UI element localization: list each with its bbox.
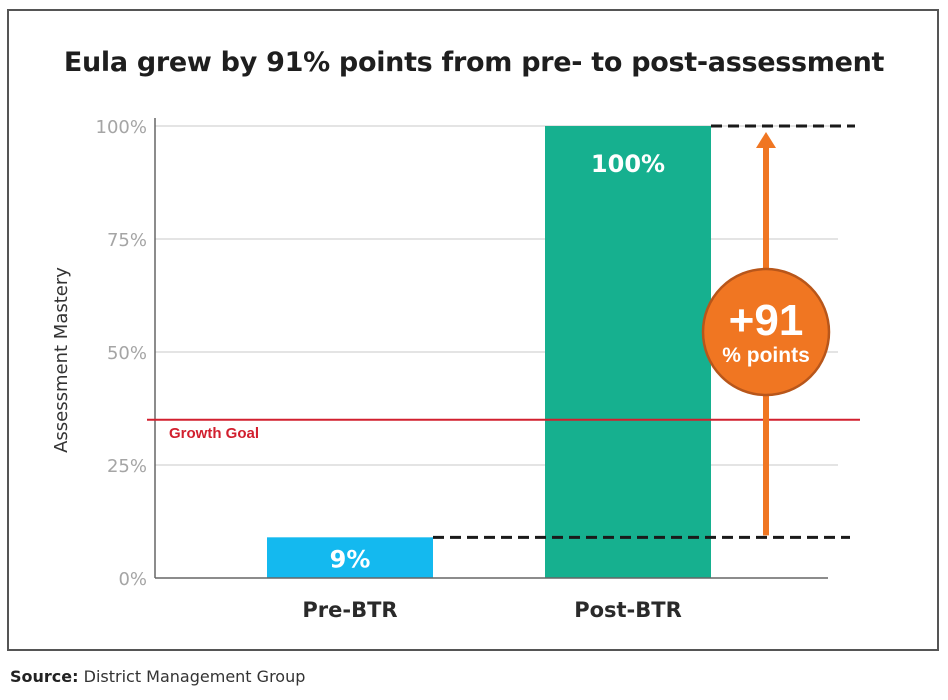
x-tick-label: Pre-BTR bbox=[302, 598, 397, 622]
axes: 0% 25% 50% 75% 100% Pre-BTR Post-BTR bbox=[96, 117, 828, 622]
chart-title: Eula grew by 91% points from pre- to pos… bbox=[63, 47, 885, 78]
growth-badge-value: +91 bbox=[729, 296, 804, 345]
y-tick-label: 25% bbox=[107, 456, 147, 477]
growth-goal: Growth Goal bbox=[147, 418, 860, 442]
growth-badge-unit: % points bbox=[722, 344, 810, 367]
y-tick-label: 100% bbox=[96, 117, 147, 138]
y-tick-label: 0% bbox=[118, 569, 147, 590]
data-label: 100% bbox=[591, 150, 665, 178]
bars: 9% 100% bbox=[267, 126, 711, 578]
y-tick-label: 50% bbox=[107, 343, 147, 364]
bar-pre-btr bbox=[267, 537, 433, 578]
growth-annotation: +91% points bbox=[433, 124, 855, 539]
y-axis-label: Assessment Mastery bbox=[51, 267, 72, 453]
source-label: Source: bbox=[10, 667, 79, 686]
growth-badge-circle bbox=[701, 267, 831, 397]
y-tick-label: 75% bbox=[107, 230, 147, 251]
bar-post-btr bbox=[545, 126, 711, 578]
source-text: District Management Group bbox=[83, 667, 306, 686]
growth-goal-label: Growth Goal bbox=[169, 425, 259, 442]
growth-arrow-head bbox=[756, 132, 776, 148]
data-label: 9% bbox=[330, 546, 371, 574]
x-tick-label: Post-BTR bbox=[574, 598, 682, 622]
source-line: Source: District Management Group bbox=[10, 667, 305, 686]
